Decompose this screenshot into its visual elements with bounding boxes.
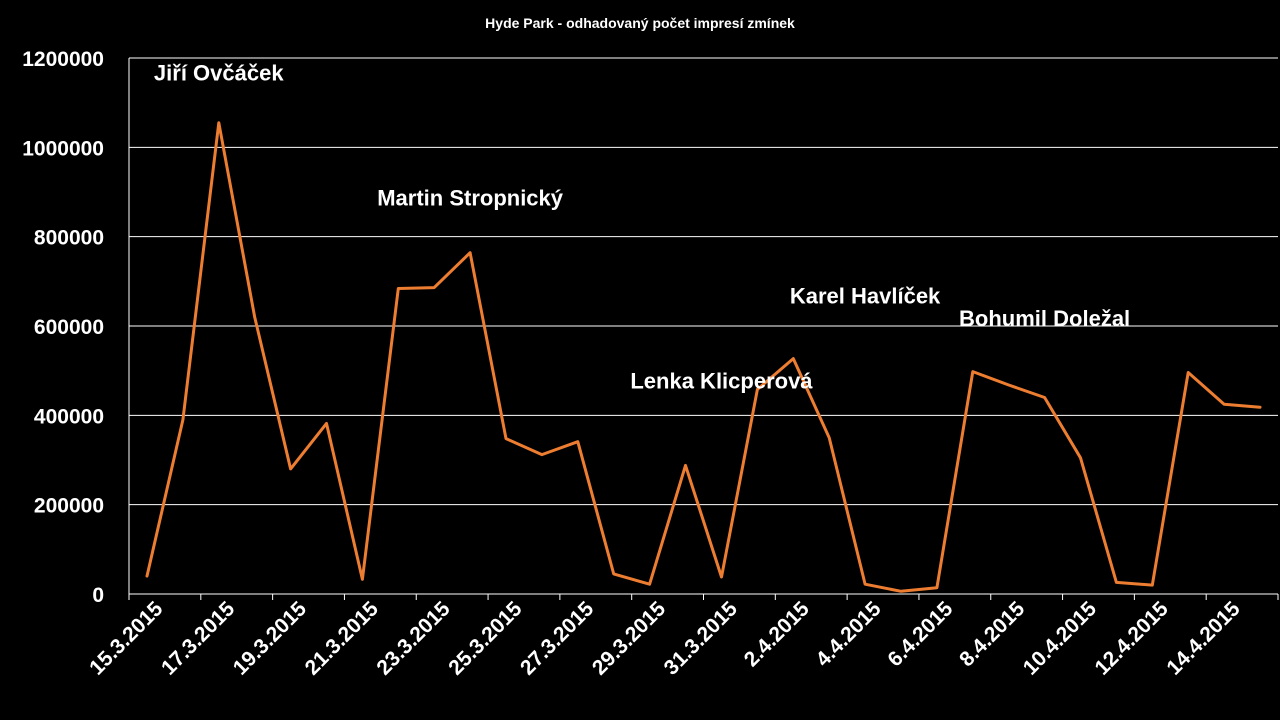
data-point — [1007, 383, 1010, 387]
data-point — [540, 453, 544, 456]
data-point — [289, 467, 292, 471]
data-point — [827, 436, 831, 439]
y-tick-label: 200000 — [34, 495, 104, 518]
data-point — [468, 251, 472, 254]
annotation-label: Lenka Klicperová — [630, 369, 813, 394]
x-tick-label: 10.4.2015 — [1019, 597, 1102, 680]
data-point — [504, 437, 508, 440]
annotation-label: Bohumil Doležal — [959, 306, 1130, 331]
x-tick-label: 8.4.2015 — [955, 597, 1029, 671]
data-point — [1187, 371, 1190, 374]
y-tick-label: 1000000 — [22, 137, 104, 160]
data-point — [1079, 456, 1082, 459]
x-tick-label: 31.3.2015 — [660, 597, 743, 680]
x-tick-label: 12.4.2015 — [1091, 597, 1174, 680]
x-tick-label: 17.3.2015 — [157, 597, 240, 680]
series-line — [145, 121, 1262, 593]
y-tick-label: 800000 — [34, 227, 104, 250]
y-tick-label: 400000 — [34, 405, 104, 428]
y-tick-label: 0 — [92, 584, 104, 607]
chart-title: Hyde Park - odhadovaný počet impresí zmí… — [485, 15, 795, 31]
data-point — [325, 422, 328, 425]
data-point — [684, 464, 687, 467]
data-point — [1222, 402, 1226, 406]
data-point — [648, 582, 651, 586]
data-point — [181, 418, 185, 421]
annotation-label: Martin Stropnický — [377, 185, 564, 210]
x-tick-label: 21.3.2015 — [301, 597, 384, 680]
data-point — [935, 586, 939, 589]
data-point — [1115, 581, 1118, 584]
data-point — [863, 582, 867, 586]
x-axis-tick-labels: 15.3.201517.3.201519.3.201521.3.201523.3… — [85, 597, 1245, 680]
data-point — [253, 315, 256, 319]
x-tick-label: 4.4.2015 — [812, 597, 886, 671]
x-tick-label: 19.3.2015 — [229, 597, 312, 680]
data-point — [433, 286, 436, 289]
x-tick-label: 6.4.2015 — [883, 597, 957, 671]
data-point — [612, 572, 615, 576]
x-tick-label: 23.3.2015 — [372, 597, 455, 680]
data-point — [1151, 583, 1154, 587]
annotation-label: Karel Havlíček — [790, 284, 941, 309]
data-point — [397, 287, 400, 290]
data-point — [576, 440, 580, 443]
data-point — [217, 121, 220, 124]
data-point — [145, 574, 149, 578]
axes — [128, 58, 1279, 600]
x-tick-label: 27.3.2015 — [516, 597, 599, 680]
data-point — [720, 575, 723, 579]
y-tick-label: 600000 — [34, 316, 104, 339]
data-series — [145, 121, 1262, 593]
x-tick-label: 2.4.2015 — [740, 597, 814, 671]
data-point — [971, 370, 974, 373]
data-point — [899, 590, 903, 593]
data-point — [792, 357, 795, 360]
x-tick-label: 25.3.2015 — [444, 597, 527, 680]
x-tick-label: 15.3.2015 — [85, 597, 168, 680]
gridlines — [129, 57, 1278, 506]
data-point — [361, 578, 364, 581]
y-axis-tick-labels: 0 200000 400000 600000 800000 1000000 1200000 — [22, 48, 104, 607]
x-tick-label: 14.4.2015 — [1162, 597, 1245, 680]
data-point — [756, 388, 759, 391]
annotations: Jiří Ovčáček Martin Stropnický Lenka Klicp… — [154, 60, 1130, 393]
x-tick-label: 29.3.2015 — [588, 597, 671, 680]
annotation-label: Jiří Ovčáček — [154, 60, 284, 85]
y-tick-label: 1200000 — [22, 48, 104, 71]
data-point — [1043, 396, 1046, 399]
data-point — [1258, 406, 1262, 409]
